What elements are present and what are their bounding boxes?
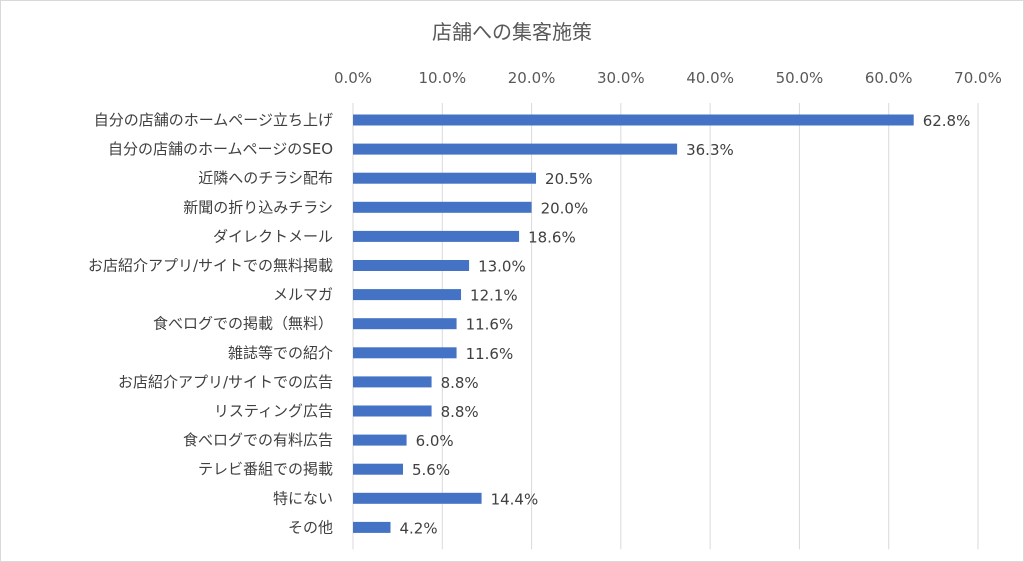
bar: [353, 289, 462, 301]
data-label: 12.1%: [470, 287, 518, 305]
data-label: 8.8%: [441, 403, 479, 421]
x-tick-label: 50.0%: [776, 69, 824, 87]
data-label: 36.3%: [686, 141, 734, 159]
data-label: 11.6%: [466, 345, 514, 363]
data-label: 5.6%: [412, 461, 450, 479]
bar: [353, 405, 432, 417]
bar: [353, 172, 537, 184]
data-label: 4.2%: [400, 519, 438, 537]
x-tick-label: 20.0%: [508, 69, 556, 87]
x-tick-label: 40.0%: [686, 69, 734, 87]
data-label: 11.6%: [466, 316, 514, 334]
x-axis-ticks: 0.0% 10.0% 20.0% 30.0% 40.0% 50.0% 60.0% 70.0%: [334, 69, 1002, 87]
category-label: テレビ番組での掲載: [198, 460, 333, 478]
category-label: お店紹介アプリ/サイトでの無料掲載: [88, 257, 333, 275]
bar: [353, 114, 914, 126]
x-tick-label: 10.0%: [418, 69, 466, 87]
category-label: 新聞の折り込みチラシ: [183, 198, 333, 216]
category-label: お店紹介アプリ/サイトでの広告: [118, 373, 333, 391]
category-label: メルマガ: [273, 286, 333, 304]
category-label: 特にない: [273, 489, 333, 507]
x-tick-label: 60.0%: [865, 69, 913, 87]
chart-title: 店舗への集客施策: [432, 20, 592, 44]
data-label: 20.0%: [541, 199, 589, 217]
bar: [353, 230, 520, 242]
bars: [353, 114, 914, 533]
bar: [353, 434, 407, 446]
category-label: 自分の店舗のホームページ立ち上げ: [94, 111, 333, 129]
data-label: 8.8%: [441, 374, 479, 392]
data-label: 18.6%: [528, 228, 576, 246]
bar: [353, 318, 457, 330]
bar: [353, 463, 403, 475]
data-label: 62.8%: [923, 112, 971, 130]
category-label: ダイレクトメール: [213, 227, 333, 245]
category-label: 雑誌等での紹介: [228, 344, 333, 362]
bar: [353, 521, 391, 533]
category-label: 自分の店舗のホームページのSEO: [108, 140, 333, 158]
x-tick-label: 0.0%: [334, 69, 372, 87]
category-label: 食べログでの掲載（無料）: [153, 315, 333, 333]
bar: [353, 260, 470, 271]
bar: [353, 376, 432, 388]
bar: [353, 201, 532, 213]
category-label: その他: [288, 518, 333, 536]
data-label: 14.4%: [491, 490, 539, 508]
data-label: 6.0%: [416, 432, 454, 450]
category-label: 近隣へのチラシ配布: [198, 169, 333, 187]
category-label: リスティング広告: [214, 402, 333, 420]
bar: [353, 143, 678, 155]
data-label: 20.5%: [545, 170, 593, 188]
x-tick-label: 70.0%: [954, 69, 1002, 87]
x-tick-label: 30.0%: [597, 69, 645, 87]
data-label: 13.0%: [478, 258, 526, 276]
bar: [353, 347, 457, 359]
bar: [353, 492, 482, 504]
category-label: 食べログでの有料広告: [183, 431, 333, 449]
data-labels: 62.8% 36.3% 20.5% 20.0% 18.6%13.0% 12.1% 11.6%…: [400, 112, 971, 537]
